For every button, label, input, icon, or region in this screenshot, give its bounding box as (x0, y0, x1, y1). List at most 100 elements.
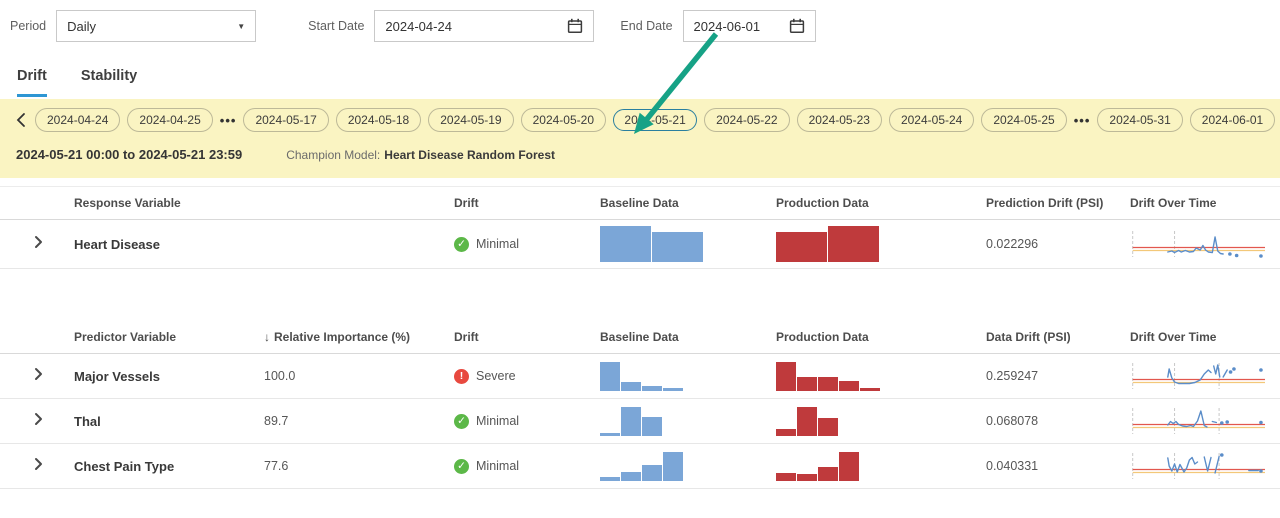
drift-over-time-sparkline (1132, 363, 1265, 389)
date-pill[interactable]: 2024-05-22 (704, 108, 790, 132)
date-pill[interactable]: 2024-05-24 (888, 108, 975, 132)
col-baseline-data: Baseline Data (600, 330, 679, 344)
tab-stability[interactable]: Stability (80, 68, 138, 84)
selected-range-text: 2024-05-21 00:00 to 2024-05-21 23:59 (16, 147, 243, 162)
table-row: Heart Disease ✓ Minimal 0.022296 (0, 220, 1280, 269)
drift-status: ✓ Minimal (436, 236, 582, 252)
severe-status-icon: ! (454, 368, 469, 384)
dropdown-caret-icon: ▼ (237, 21, 246, 31)
tab-drift[interactable]: Drift (17, 68, 47, 97)
col-baseline-data: Baseline Data (600, 196, 679, 210)
expand-row-chevron-icon[interactable] (34, 367, 43, 381)
champion-model-name: Heart Disease Random Forest (384, 148, 556, 162)
period-select[interactable]: Daily ▼ (56, 10, 257, 42)
date-gap-ellipsis: ••• (1073, 112, 1091, 128)
toolbar: Period Daily ▼ Start Date 2024-04-24 End… (0, 0, 1280, 44)
expand-row-chevron-icon[interactable] (34, 235, 43, 249)
baseline-histogram (600, 226, 758, 262)
date-pill[interactable]: 2024-05-18 (335, 108, 422, 132)
date-pill[interactable]: 2024-05-20 (520, 108, 606, 132)
date-selection-band: 2024-04-24 2024-04-25 ••• 2024-05-17 2024-05… (0, 99, 1280, 178)
predictor-variable-table: Predictor Variable ↓ Relative Importance … (0, 321, 1280, 489)
col-relative-importance[interactable]: ↓ Relative Importance (%) (264, 330, 411, 344)
date-pill[interactable]: 2024-06-01 (1189, 108, 1276, 132)
response-table-header: Response Variable Drift Baseline Data Pr… (0, 187, 1280, 220)
baseline-histogram (600, 406, 758, 436)
psi-value: 0.068078 (986, 414, 1039, 428)
expand-row-chevron-icon[interactable] (34, 457, 43, 471)
period-label: Period (10, 19, 47, 33)
date-pill[interactable]: 2024-04-25 (127, 108, 213, 132)
col-drift: Drift (454, 330, 479, 344)
start-date-input[interactable]: 2024-04-24 (374, 10, 595, 42)
start-date-label: Start Date (308, 19, 365, 33)
psi-value: 0.022296 (986, 237, 1039, 251)
minimal-status-icon: ✓ (454, 413, 469, 429)
drift-status-label: Minimal (476, 414, 520, 428)
col-predictor-variable: Predictor Variable (74, 330, 177, 344)
baseline-histogram (600, 451, 758, 481)
minimal-status-icon: ✓ (454, 458, 469, 474)
production-histogram (776, 451, 968, 481)
col-drift: Drift (454, 196, 479, 210)
production-histogram (776, 226, 968, 262)
baseline-histogram (600, 361, 758, 391)
col-production-data: Production Data (776, 196, 869, 210)
drift-status-label: Minimal (476, 237, 520, 251)
psi-value: 0.259247 (986, 369, 1039, 383)
date-pill[interactable]: 2024-04-24 (35, 108, 121, 132)
drift-status: ✓ Minimal (436, 458, 582, 474)
predictor-table-header: Predictor Variable ↓ Relative Importance … (0, 321, 1280, 354)
date-pill[interactable]: 2024-05-17 (243, 108, 329, 132)
variable-name: Major Vessels (74, 368, 160, 384)
sort-descending-icon: ↓ (264, 330, 270, 344)
drift-over-time-sparkline (1132, 408, 1265, 434)
col-response-variable: Response Variable (74, 196, 181, 210)
chevron-left-icon[interactable] (14, 112, 28, 128)
drift-status: ✓ Minimal (436, 413, 582, 429)
drift-over-time-sparkline (1132, 453, 1265, 479)
date-pill[interactable]: 2024-05-25 (981, 108, 1067, 132)
variable-name: Chest Pain Type (74, 458, 175, 474)
drift-status: ! Severe (436, 368, 582, 384)
date-gap-ellipsis: ••• (219, 112, 237, 128)
calendar-icon[interactable] (567, 18, 583, 34)
champion-model-label: Champion Model: (286, 148, 381, 162)
period-value: Daily (67, 18, 97, 34)
champion-model: Champion Model: Heart Disease Random Fore… (286, 148, 555, 162)
date-pill[interactable]: 2024-05-31 (1097, 108, 1183, 132)
relative-importance-value: 100.0 (264, 369, 296, 383)
variable-name: Heart Disease (74, 236, 160, 252)
col-drift-over-time: Drift Over Time (1130, 196, 1217, 210)
col-prediction-drift-psi: Prediction Drift (PSI) (986, 196, 1104, 210)
psi-value: 0.040331 (986, 459, 1039, 473)
end-date-label: End Date (620, 19, 673, 33)
tab-bar: Drift Stability (0, 44, 1280, 97)
expand-row-chevron-icon[interactable] (34, 412, 43, 426)
drift-status-label: Minimal (476, 459, 520, 473)
table-row: Chest Pain Type 77.6 ✓ Minimal 0.040331 (0, 444, 1280, 489)
date-pill[interactable]: 2024-05-23 (796, 108, 882, 132)
variable-name: Thal (74, 413, 101, 429)
table-row: Major Vessels 100.0 ! Severe 0.259247 (0, 354, 1280, 399)
col-drift-over-time: Drift Over Time (1130, 330, 1217, 344)
end-date-input[interactable]: 2024-06-01 (682, 10, 816, 42)
start-date-value: 2024-04-24 (385, 18, 452, 34)
end-date-value: 2024-06-01 (693, 18, 761, 34)
drift-over-time-sparkline (1132, 231, 1265, 258)
date-pill[interactable]: 2024-05-19 (428, 108, 514, 132)
minimal-status-icon: ✓ (454, 236, 469, 252)
date-pill-strip: 2024-04-24 2024-04-25 ••• 2024-05-17 2024-05… (35, 108, 1276, 132)
relative-importance-value: 77.6 (264, 459, 289, 473)
drift-status-label: Severe (476, 369, 516, 383)
production-histogram (776, 361, 968, 391)
col-data-drift-psi: Data Drift (PSI) (986, 330, 1071, 344)
date-pill-selected[interactable]: 2024-05-21 (613, 108, 698, 132)
table-row: Thal 89.7 ✓ Minimal 0.068078 (0, 399, 1280, 444)
production-histogram (776, 406, 968, 436)
col-production-data: Production Data (776, 330, 869, 344)
relative-importance-value: 89.7 (264, 414, 289, 428)
response-variable-table: Response Variable Drift Baseline Data Pr… (0, 186, 1280, 269)
calendar-icon[interactable] (789, 18, 805, 34)
